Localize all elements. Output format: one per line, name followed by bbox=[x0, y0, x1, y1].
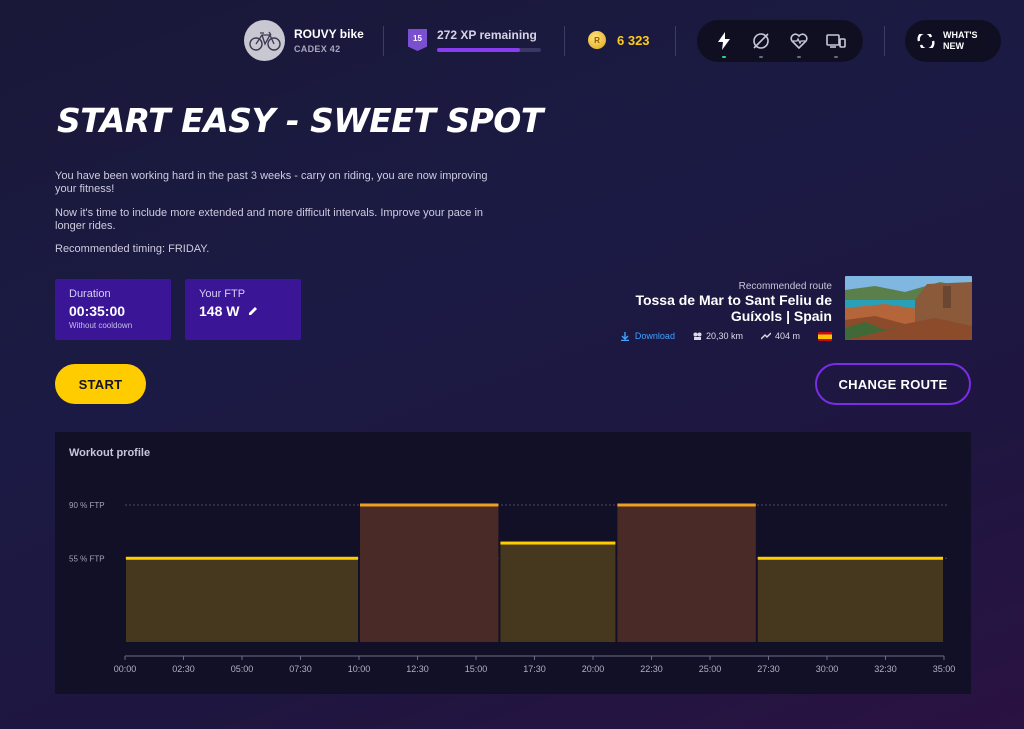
x-tick-label: 27:30 bbox=[757, 664, 780, 674]
sensor-power[interactable] bbox=[710, 27, 738, 58]
download-label: Download bbox=[634, 331, 675, 341]
bike-model: CADEX 42 bbox=[294, 44, 341, 54]
interval-bar bbox=[500, 543, 616, 642]
rouvy-logo-icon bbox=[917, 34, 935, 48]
top-bar: ROUVY bike CADEX 42 15 272 XP remaining … bbox=[0, 0, 1024, 80]
route-kicker: Recommended route bbox=[738, 281, 832, 292]
interval-bar-top bbox=[360, 503, 499, 507]
interval-bar-top bbox=[617, 503, 756, 507]
x-tick-label: 17:30 bbox=[523, 664, 546, 674]
elevation-icon bbox=[760, 332, 771, 340]
workout-profile-panel: Workout profile 90 % FTP 55 % FTP 00:00 02:… bbox=[55, 432, 971, 694]
duration-label: Duration bbox=[69, 288, 111, 300]
coins-value: 6 323 bbox=[617, 32, 650, 48]
sensor-trainer[interactable] bbox=[822, 27, 850, 58]
distance-icon bbox=[693, 332, 702, 340]
workout-description: Now it's time to include more extended a… bbox=[55, 207, 484, 232]
x-tick-label: 02:30 bbox=[172, 664, 195, 674]
heart-rate-icon bbox=[790, 33, 808, 49]
workout-description: You have been working hard in the past 3… bbox=[55, 170, 488, 195]
x-tick-label: 00:00 bbox=[114, 664, 137, 674]
divider bbox=[564, 26, 565, 56]
workout-profile-chart: 90 % FTP 55 % FTP 00:00 02:30 05:00 07:30 10:0… bbox=[69, 501, 956, 674]
xp-progress[interactable]: 15 272 XP remaining bbox=[408, 28, 541, 52]
x-tick-label: 12:30 bbox=[406, 664, 429, 674]
start-button[interactable]: START bbox=[55, 364, 146, 404]
recommended-route: Recommended route Tossa de Mar to Sant F… bbox=[620, 281, 832, 341]
divider bbox=[383, 26, 384, 56]
interval-bar-top bbox=[757, 556, 943, 560]
route-name[interactable]: Tossa de Mar to Sant Feliu de Guíxols | … bbox=[635, 292, 832, 324]
coin-icon: R bbox=[588, 31, 606, 49]
interval-bar bbox=[617, 505, 756, 642]
workout-title: START EASY - SWEET SPOT bbox=[57, 101, 543, 140]
power-icon bbox=[717, 32, 730, 50]
interval-bar bbox=[360, 505, 499, 642]
edit-pencil-icon[interactable] bbox=[248, 306, 258, 316]
x-tick-label: 20:00 bbox=[582, 664, 605, 674]
workout-profile-title: Workout profile bbox=[69, 447, 151, 459]
interval-bar-top bbox=[500, 541, 616, 545]
speed-cadence-icon bbox=[753, 33, 770, 49]
sensor-panel bbox=[697, 20, 863, 62]
x-tick-label: 05:00 bbox=[231, 664, 254, 674]
download-link[interactable]: Download bbox=[620, 331, 675, 341]
x-tick-label: 32:30 bbox=[874, 664, 897, 674]
x-tick-label: 35:00 bbox=[933, 664, 956, 674]
duration-note: Without cooldown bbox=[69, 321, 133, 330]
x-tick-label: 25:00 bbox=[699, 664, 722, 674]
spain-flag-icon bbox=[818, 331, 832, 341]
sensor-heart-rate[interactable] bbox=[785, 27, 813, 58]
x-tick-label: 30:00 bbox=[816, 664, 839, 674]
bike-avatar bbox=[244, 20, 285, 61]
reference-line-label: 55 % FTP bbox=[69, 554, 105, 563]
level-badge-icon: 15 bbox=[408, 29, 427, 51]
bike-name: ROUVY bike bbox=[294, 27, 364, 41]
interval-bar bbox=[757, 558, 943, 642]
whats-new-button[interactable]: WHAT'S NEW bbox=[905, 20, 1001, 62]
divider bbox=[884, 26, 885, 56]
route-thumbnail[interactable] bbox=[845, 276, 972, 340]
x-tick-label: 15:00 bbox=[465, 664, 488, 674]
xp-remaining: 272 XP remaining bbox=[437, 28, 537, 42]
bicycle-icon bbox=[248, 31, 281, 51]
ftp-label: Your FTP bbox=[199, 288, 246, 300]
route-distance: 20,30 km bbox=[705, 331, 743, 341]
sensor-status-dot bbox=[796, 56, 801, 58]
route-elevation: 404 m bbox=[774, 331, 800, 341]
duration-card: Duration 00:35:00 Without cooldown bbox=[55, 279, 171, 340]
trainer-control-icon bbox=[826, 34, 847, 48]
sensor-status-dot bbox=[834, 56, 839, 58]
sensor-status-dot bbox=[721, 56, 726, 58]
xp-bar bbox=[437, 48, 541, 52]
reference-line-label: 90 % FTP bbox=[69, 501, 105, 510]
sensor-status-dot bbox=[759, 56, 764, 58]
recommended-timing: Recommended timing: FRIDAY. bbox=[55, 243, 210, 255]
interval-bar-top bbox=[126, 556, 358, 560]
x-tick-label: 22:30 bbox=[640, 664, 663, 674]
ftp-card: Your FTP 148 W bbox=[185, 279, 301, 340]
download-icon bbox=[620, 331, 629, 341]
sensor-speed-cadence[interactable] bbox=[747, 27, 775, 58]
duration-value: 00:35:00 bbox=[69, 303, 126, 319]
x-tick-label: 10:00 bbox=[348, 664, 371, 674]
bike-selector[interactable]: ROUVY bike CADEX 42 bbox=[244, 20, 364, 61]
interval-bar bbox=[126, 558, 358, 642]
x-tick-label: 07:30 bbox=[289, 664, 312, 674]
change-route-button[interactable]: CHANGE ROUTE bbox=[815, 363, 971, 405]
coins-balance[interactable]: R 6 323 bbox=[588, 31, 650, 49]
divider bbox=[675, 26, 676, 56]
whats-new-label: WHAT'S NEW bbox=[943, 30, 978, 51]
ftp-value: 148 W bbox=[199, 303, 240, 319]
xp-bar-fill bbox=[437, 48, 521, 52]
